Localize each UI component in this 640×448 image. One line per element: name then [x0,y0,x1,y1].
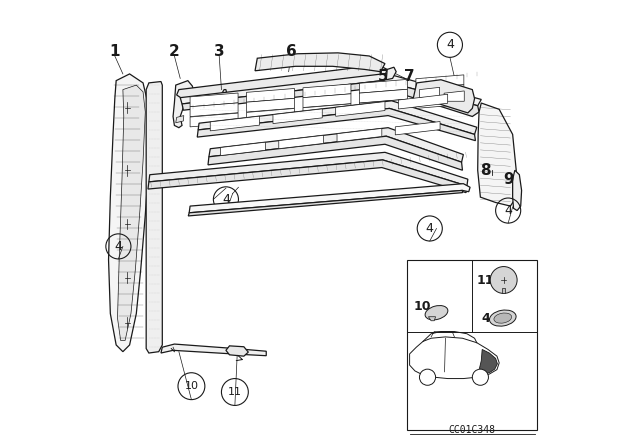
Polygon shape [337,129,382,142]
Polygon shape [413,80,475,113]
Polygon shape [190,93,238,107]
Polygon shape [149,152,468,186]
Polygon shape [279,135,324,149]
Circle shape [419,369,436,385]
Polygon shape [109,74,149,352]
Polygon shape [387,67,396,80]
Circle shape [490,267,517,293]
Polygon shape [190,113,238,127]
Text: 8: 8 [481,163,491,178]
Text: 11: 11 [228,387,242,397]
Text: 9: 9 [503,172,513,187]
Polygon shape [303,84,351,98]
Text: 10: 10 [184,381,198,391]
Text: 4: 4 [222,193,230,206]
Polygon shape [336,102,385,116]
Polygon shape [118,85,145,340]
Polygon shape [398,94,448,109]
Polygon shape [180,73,481,106]
Text: 1: 1 [109,44,120,59]
Polygon shape [190,103,238,116]
Text: 7: 7 [404,69,415,84]
Polygon shape [246,99,294,112]
Polygon shape [189,184,470,213]
Polygon shape [216,94,230,114]
Polygon shape [246,89,294,102]
Ellipse shape [425,306,448,320]
Text: 3: 3 [214,44,225,59]
Polygon shape [360,89,408,103]
Polygon shape [410,337,499,379]
Circle shape [472,369,488,385]
Polygon shape [182,81,479,116]
Polygon shape [173,81,195,128]
Text: 2: 2 [169,44,180,59]
Polygon shape [176,116,184,123]
Polygon shape [444,91,464,101]
Text: CC01C348: CC01C348 [449,425,496,435]
Polygon shape [303,94,351,108]
Polygon shape [428,317,436,321]
Polygon shape [198,101,477,134]
Polygon shape [255,53,385,72]
Polygon shape [246,108,294,122]
Text: 4: 4 [504,204,512,217]
Polygon shape [303,104,351,118]
Polygon shape [513,170,522,211]
Polygon shape [208,136,463,170]
Polygon shape [161,344,266,356]
Polygon shape [188,190,463,216]
Text: 4: 4 [426,222,434,235]
Polygon shape [221,90,227,94]
Polygon shape [273,109,323,124]
Text: 6: 6 [285,44,296,59]
Polygon shape [416,95,464,108]
Text: 5: 5 [378,69,388,84]
Polygon shape [360,99,408,113]
Polygon shape [219,101,227,109]
Text: 10: 10 [413,300,431,314]
Ellipse shape [494,313,511,323]
Text: 4: 4 [115,240,122,253]
Polygon shape [416,85,464,99]
Text: 4: 4 [446,38,454,52]
Polygon shape [360,79,408,93]
Polygon shape [209,128,463,162]
Polygon shape [146,82,163,353]
Polygon shape [477,103,516,206]
Polygon shape [479,349,497,374]
Text: 4: 4 [481,311,490,325]
Polygon shape [396,121,440,135]
Polygon shape [226,346,248,356]
Polygon shape [502,288,506,293]
Polygon shape [197,108,476,141]
Ellipse shape [490,310,516,326]
Polygon shape [148,160,467,193]
Polygon shape [210,116,260,131]
Polygon shape [416,75,464,89]
Text: 11: 11 [477,273,495,287]
Polygon shape [177,65,387,99]
Polygon shape [221,142,266,155]
Polygon shape [419,87,440,98]
